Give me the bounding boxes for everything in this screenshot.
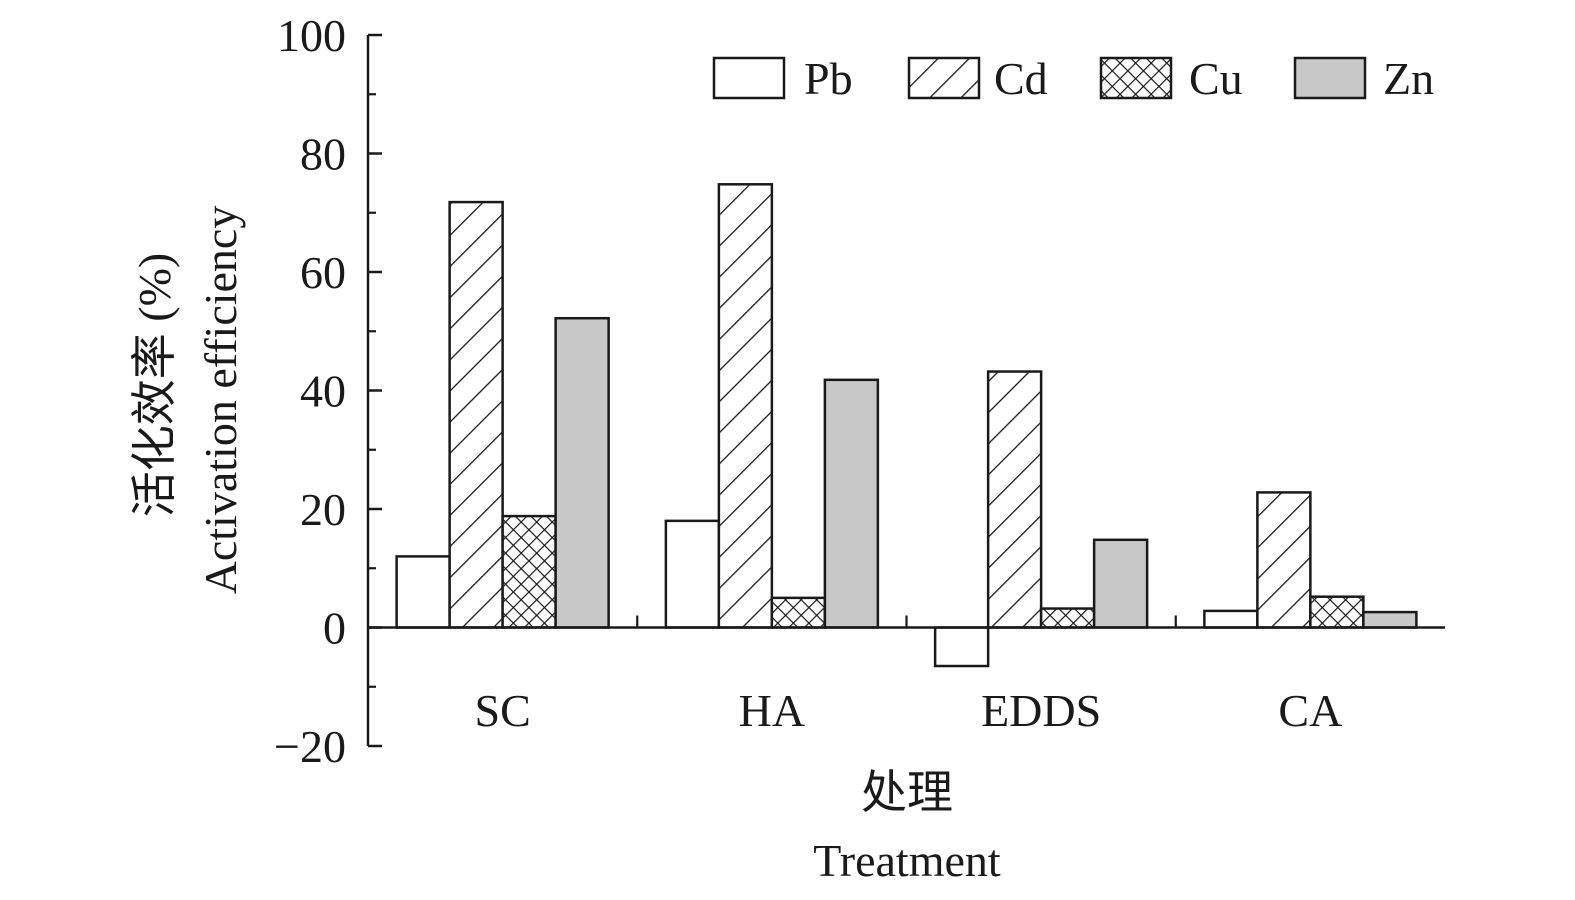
x-tick-label: HA	[739, 685, 805, 736]
x-tick-label: SC	[474, 685, 530, 736]
bar-zn-sc	[554, 316, 610, 629]
bar-cu-ha	[770, 596, 827, 629]
bar-zn-edds	[1092, 538, 1149, 629]
bar-cd-ha	[717, 183, 774, 629]
x-tick-label: CA	[1278, 685, 1342, 736]
y-tick-label: −20	[274, 721, 346, 772]
legend-label-zn: Zn	[1383, 53, 1434, 104]
x-axis-title-cn: 处理	[861, 767, 953, 818]
y-tick-label: 20	[300, 484, 346, 535]
legend: Pb Cd Cu Zn	[712, 53, 1434, 104]
y-tick-label: 80	[300, 129, 346, 180]
y-tick-label: 100	[277, 10, 346, 61]
bar-cd-sc	[448, 200, 504, 629]
bar-cu-ca	[1309, 595, 1365, 629]
axes-group: −20 0 20 40 60 80 100 SC HA EDDS CA	[274, 10, 1445, 772]
bars-group	[395, 183, 1418, 668]
y-tick-label: 0	[323, 603, 346, 654]
bar-pb-ca	[1203, 609, 1259, 629]
legend-swatch-zn	[1293, 56, 1367, 100]
bar-pb-edds	[933, 626, 990, 668]
bar-cu-sc	[501, 514, 557, 629]
bar-pb-sc	[395, 555, 451, 629]
bar-zn-ha	[823, 378, 880, 629]
bar-zn-ca	[1362, 610, 1418, 629]
legend-label-cu: Cu	[1189, 53, 1243, 104]
x-tick-label: EDDS	[981, 685, 1101, 736]
y-axis-title-en: Activation efficiency	[195, 206, 246, 595]
bar-cd-edds	[986, 370, 1043, 629]
legend-label-cd: Cd	[994, 53, 1048, 104]
bar-cd-ca	[1256, 491, 1312, 629]
x-axis-title-en: Treatment	[813, 835, 1001, 886]
legend-swatch-pb	[712, 56, 786, 100]
legend-swatch-cu	[1099, 56, 1173, 100]
bar-cu-edds	[1039, 607, 1096, 629]
y-axis-title-cn: 活化效率 (%)	[129, 253, 180, 517]
legend-label-pb: Pb	[804, 53, 853, 104]
y-tick-label: 60	[300, 247, 346, 298]
bar-pb-ha	[664, 519, 721, 629]
y-tick-label: 40	[300, 366, 346, 417]
legend-swatch-cd	[907, 56, 981, 100]
